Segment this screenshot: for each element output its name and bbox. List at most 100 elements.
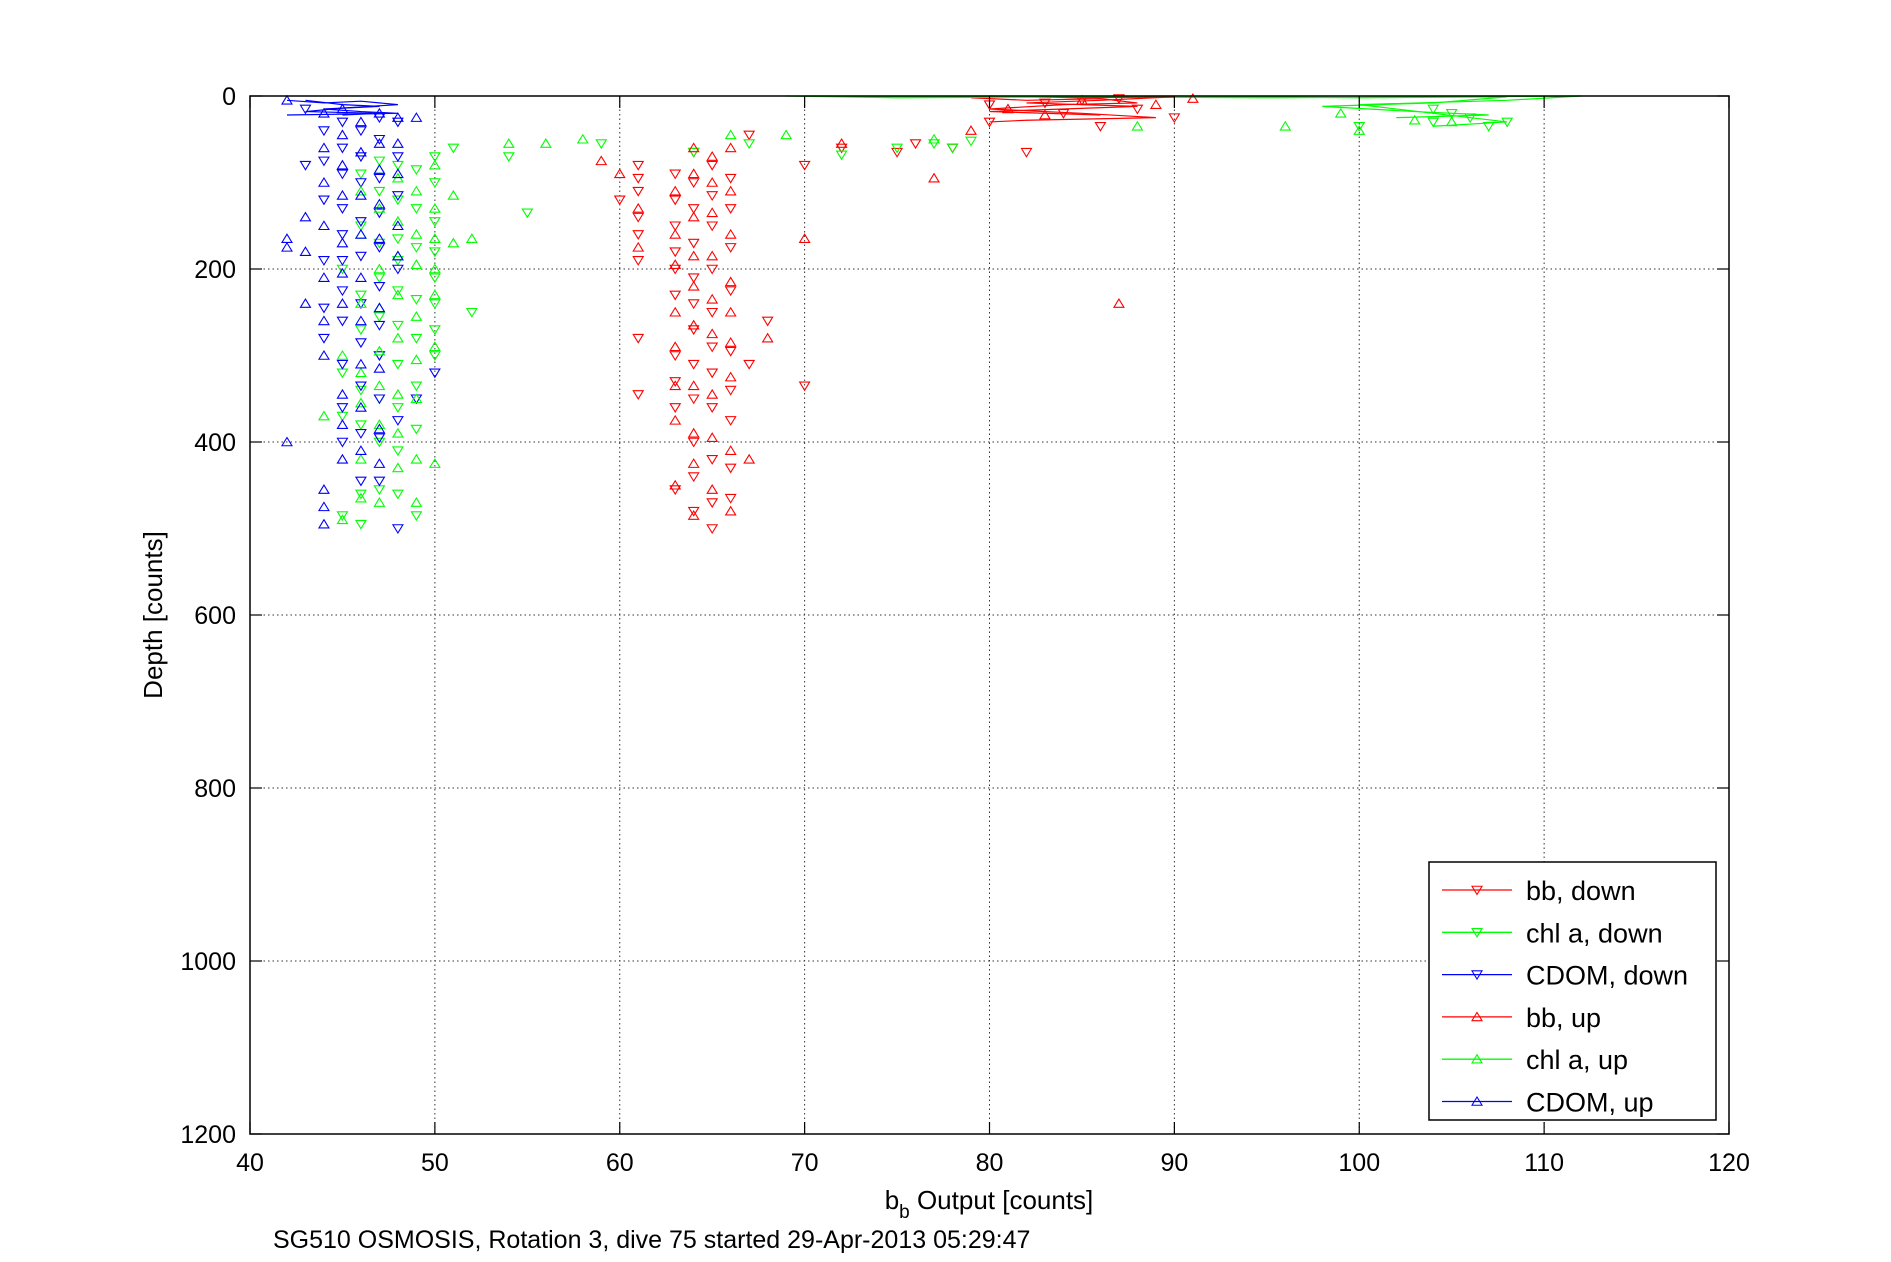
data-point [687,472,700,483]
data-point [391,416,404,426]
data-point [317,107,330,118]
data-point [724,445,737,455]
x-tick-label: 60 [606,1149,634,1177]
data-point [632,212,645,223]
data-point [428,263,441,274]
data-point [410,204,423,215]
data-point [502,152,515,163]
data-point [669,290,682,301]
data-point [632,186,645,197]
series-chl-a-up [317,95,1508,525]
data-point [706,388,719,399]
data-point [706,250,719,261]
data-point [465,233,478,244]
data-series [280,93,1582,535]
data-point [354,489,367,500]
data-point [447,189,460,200]
data-point [632,241,645,252]
data-point [336,237,349,248]
data-point [373,419,386,430]
data-point [373,208,386,219]
data-point [317,272,330,282]
legend-label: chl a, down [1526,918,1663,948]
data-point [391,191,404,202]
data-point [1186,93,1199,103]
data-point [391,462,404,473]
data-point [354,185,367,196]
data-point [687,168,700,179]
legend-swatch-marker [1471,927,1483,938]
data-point [354,445,367,455]
data-point [391,289,404,300]
data-point [336,359,349,370]
data-point [373,345,386,356]
data-point [336,286,349,297]
data-point [798,233,811,244]
data-point [632,160,645,171]
y-tick-label: 0 [222,83,236,111]
data-point [354,453,367,464]
data-point [669,351,682,362]
data-point [1075,94,1088,105]
data-point [632,256,645,266]
data-point [687,178,700,189]
data-point [410,311,423,321]
data-point [336,388,349,399]
data-point [1131,120,1144,131]
data-point [336,437,349,448]
data-point [687,359,700,370]
data-point [743,130,756,141]
data-point [1038,109,1051,120]
data-point [687,299,700,310]
data-point [706,498,719,509]
data-point [373,243,386,253]
data-point [410,259,423,269]
data-point [706,221,719,232]
series-trace-line [286,99,398,116]
data-point [391,168,404,179]
data-point [354,429,367,439]
data-point [391,446,404,457]
series-bb-down [613,94,1181,535]
data-point [706,307,719,318]
data-point [724,228,737,239]
data-point [336,159,349,170]
data-point [336,103,349,114]
data-point [354,385,367,396]
data-point [965,136,977,147]
data-point [336,419,349,430]
data-point [354,221,367,232]
data-point [336,143,349,154]
data-point [706,484,719,494]
data-point [724,185,737,196]
data-point [410,453,423,464]
data-point [373,362,386,373]
data-point [632,333,645,344]
data-point [354,325,367,336]
data-point [724,493,737,504]
data-point [428,368,441,379]
data-point [391,524,404,535]
data-point [373,134,386,145]
x-tick-label: 90 [1160,1149,1188,1177]
data-point [373,433,386,444]
legend-label: bb, up [1526,1003,1601,1033]
data-point [706,176,719,187]
data-point [428,247,441,258]
data-point [299,160,312,171]
data-point [391,117,404,128]
data-point [317,518,330,529]
data-point [317,256,330,266]
data-point [336,349,349,360]
data-point [724,416,737,426]
data-point [373,273,386,284]
legend-label: CDOM, down [1526,961,1688,991]
data-point [706,432,719,442]
data-point [354,367,367,378]
series-trace-line [970,97,1156,123]
y-axis-label: Depth [counts] [138,531,168,699]
data-point [354,397,367,408]
data-point [1334,107,1347,118]
data-point [373,394,386,405]
data-point [317,303,330,314]
